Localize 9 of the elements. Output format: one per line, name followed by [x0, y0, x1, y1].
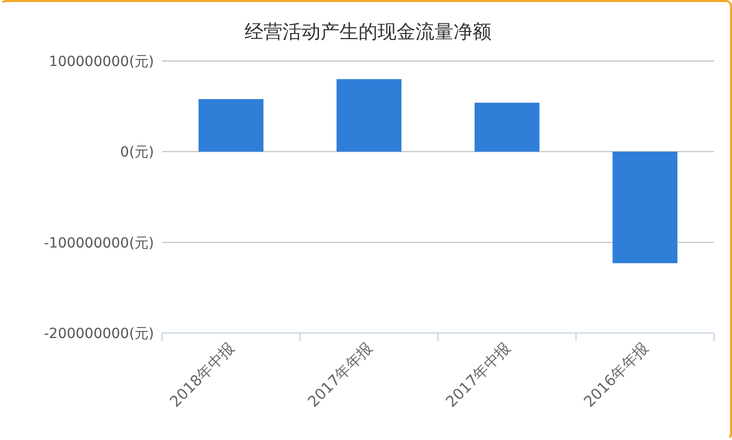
y-tick-label: 100000000(元)	[48, 54, 154, 70]
bar	[474, 102, 540, 152]
bar	[198, 99, 264, 152]
bar	[336, 79, 402, 152]
bar	[612, 152, 678, 264]
y-tick-label: -100000000(元)	[44, 235, 154, 252]
y-tick-label: -200000000(元)	[44, 326, 154, 342]
chart-title: 经营活动产生的现金流量净额	[244, 21, 492, 43]
y-tick-label: 0(元)	[120, 144, 154, 161]
